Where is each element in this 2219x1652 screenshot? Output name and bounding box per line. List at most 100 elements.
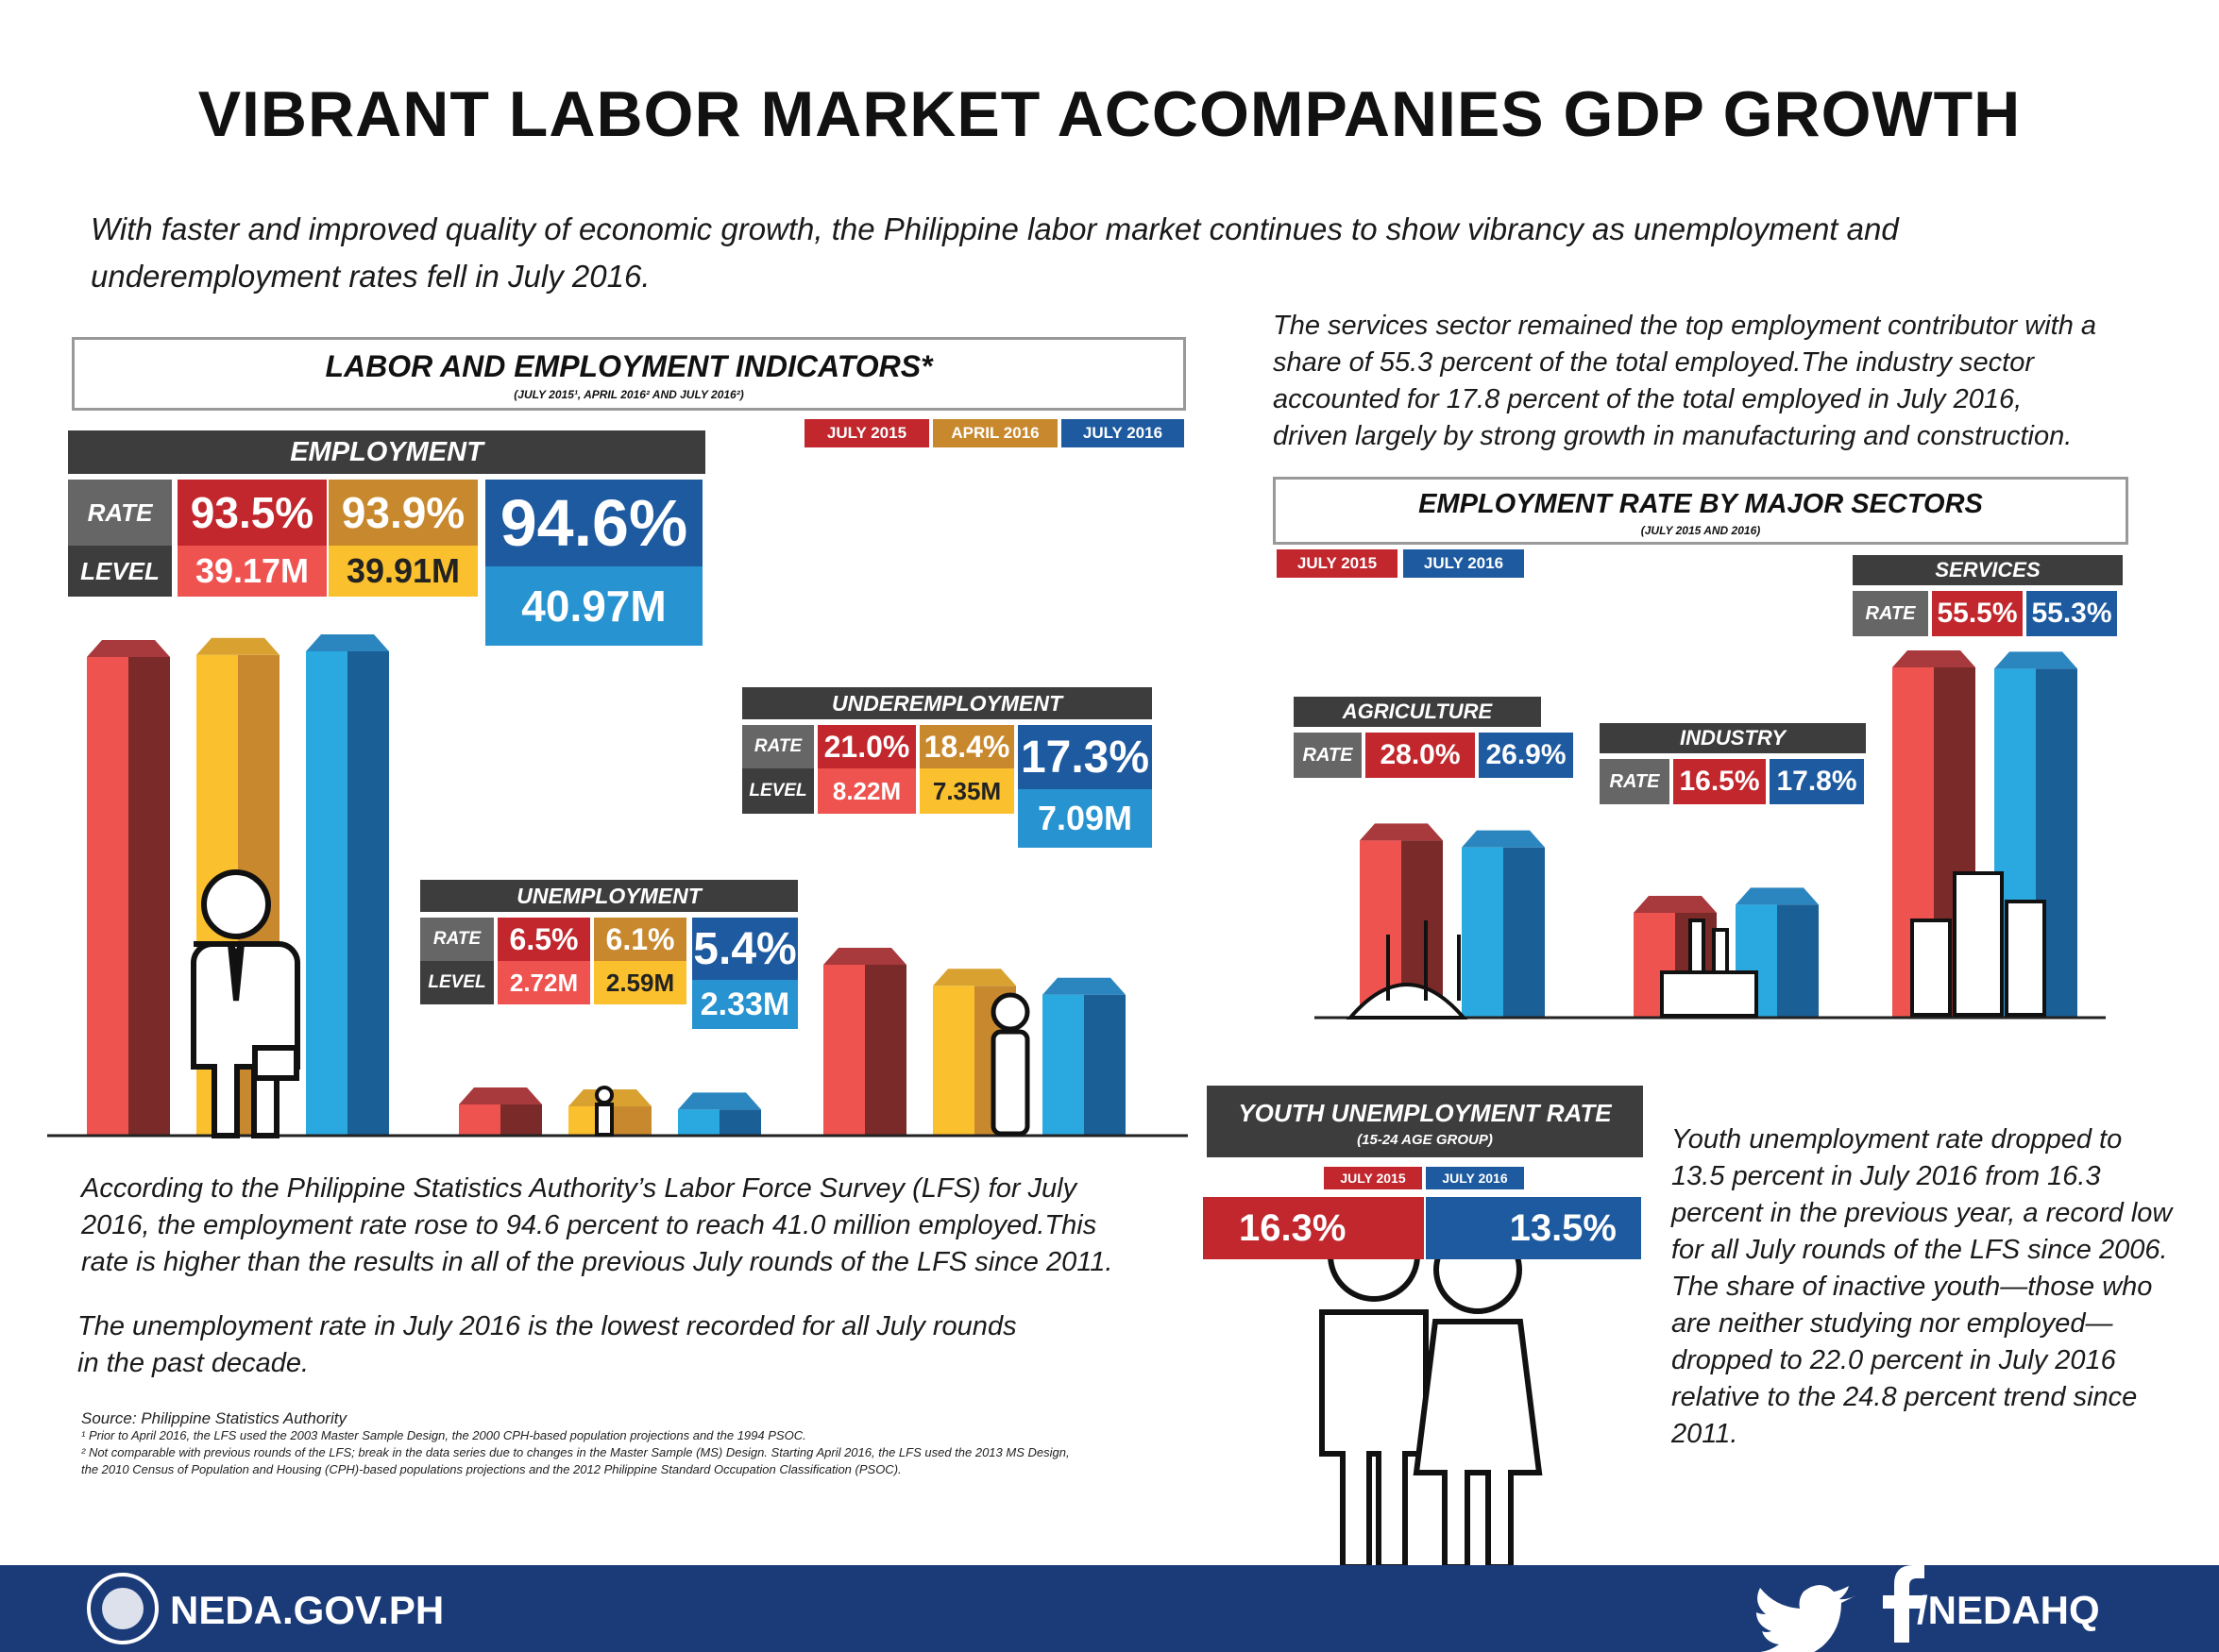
sectors-legend-july-2015: JULY 2015 [1277,549,1397,578]
youth-subtitle: (15-24 AGE GROUP) [1357,1132,1493,1148]
underemployment-level-jul2016: 7.09M [1018,789,1152,848]
lfs-text: According to the Philippine Statistics A… [81,1173,1113,1277]
services-rate-jul2016: 55.3% [2026,591,2117,636]
bar-agriculture-1 [1503,847,1545,1017]
underemployment-level-label: LEVEL [742,768,814,814]
employment-rate-jul2015: 93.5% [178,480,327,546]
bar-unemployment-0 [459,1087,542,1104]
underemployment-rate-label: RATE [742,725,814,768]
youth-header: YOUTH UNEMPLOYMENT RATE (15-24 AGE GROUP… [1207,1086,1643,1157]
bar-employment-0 [87,639,170,657]
bar-underemployment-1 [933,986,974,1135]
unemployment-level-jul2015: 2.72M [498,961,590,1004]
employment-rate-label: RATE [68,480,172,546]
legend-april-2016: APRIL 2016 [933,419,1058,447]
bar-employment-1 [196,637,279,655]
unemployment-text: The unemployment rate in July 2016 is th… [77,1311,1017,1378]
services-text: The services sector remained the top emp… [1273,311,2097,451]
unemployment-level-label: LEVEL [420,961,494,1004]
agriculture-rate-jul2015: 28.0% [1365,733,1475,778]
youth-rate-jul2016: 13.5% [1426,1197,1641,1259]
bar-underemployment-2 [1042,994,1084,1135]
intro-text: With faster and improved quality of econ… [91,211,1899,294]
unemployed-person-icon [595,1086,614,1137]
bar-agriculture-1 [1462,830,1545,848]
bar-employment-0 [87,656,128,1135]
unemployment-rate-apr2016: 6.1% [594,918,686,961]
footer-social-handle[interactable]: /NEDAHQ [1917,1588,2100,1632]
underemployed-worker-icon [991,992,1030,1137]
underemployment-level-jul2015: 8.22M [818,768,916,814]
bar-unemployment-1 [610,1105,652,1135]
bar-unemployment-2 [678,1092,761,1110]
unemployment-rate-jul2016: 5.4% [692,918,798,980]
youth-text: Youth unemployment rate dropped to 13.5 … [1671,1124,2173,1449]
unemployment-level-apr2016: 2.59M [594,961,686,1004]
bar-underemployment-2 [1042,977,1126,995]
underemployment-rate-apr2016: 18.4% [920,725,1014,768]
industry-rate-label: RATE [1600,759,1669,804]
employment-title: EMPLOYMENT [68,430,705,474]
agriculture-title: AGRICULTURE [1294,697,1541,727]
youth-rate-jul2015: 16.3% [1203,1197,1424,1259]
sectors-title: EMPLOYMENT RATE BY MAJOR SECTORS [1418,489,1983,519]
services-rate-label: RATE [1853,591,1928,636]
footer-website[interactable]: NEDA.GOV.PH [170,1588,445,1632]
services-title: SERVICES [1853,555,2123,585]
bar-industry-1 [1736,887,1819,905]
industry-rate-jul2015: 16.5% [1673,759,1766,804]
bar-underemployment-1 [933,969,1016,986]
footnote-1: ¹ Prior to April 2016, the LFS used the … [81,1428,806,1442]
underemployment-title: UNDEREMPLOYMENT [742,687,1152,719]
bar-industry-1 [1777,904,1819,1017]
employment-rate-jul2016: 94.6% [485,480,703,566]
bar-unemployment-2 [720,1109,761,1135]
bar-employment-2 [306,634,389,651]
youth-couple-icon [1319,1209,1543,1570]
bar-underemployment-0 [823,965,865,1135]
labor-indicators-header: LABOR AND EMPLOYMENT INDICATORS* (JULY 2… [72,337,1186,411]
bar-employment-0 [128,656,170,1135]
underemployment-rate-jul2016: 17.3% [1018,725,1152,789]
services-buildings-icon [1910,871,2046,1017]
bar-services-0 [1892,650,1975,667]
labor-indicators-subtitle: (JULY 2015¹, APRIL 2016² AND JULY 2016²) [514,388,744,401]
legend-july-2015: JULY 2015 [805,419,929,447]
bar-industry-0 [1634,896,1717,913]
employment-level-jul2015: 39.17M [178,546,327,597]
sectors-header: EMPLOYMENT RATE BY MAJOR SECTORS (JULY 2… [1273,477,2128,545]
bar-underemployment-2 [1084,994,1126,1135]
page-title: VIBRANT LABOR MARKET ACCOMPANIES GDP GRO… [197,78,2022,150]
youth-title: YOUTH UNEMPLOYMENT RATE [1238,1099,1612,1127]
bar-employment-2 [306,651,347,1135]
bar-agriculture-0 [1360,823,1443,841]
employment-level-apr2016: 39.91M [329,546,478,597]
employment-level-jul2016: 40.97M [485,566,703,646]
youth-legend-july-2016: JULY 2016 [1426,1167,1524,1189]
employment-level-label: LEVEL [68,546,172,597]
unemployment-rate-label: RATE [420,918,494,961]
labor-indicators-title: LABOR AND EMPLOYMENT INDICATORS* [325,349,933,383]
youth-legend-july-2015: JULY 2015 [1324,1167,1422,1189]
footnote-2: ² Not comparable with previous rounds of… [81,1445,1070,1476]
unemployment-level-jul2016: 2.33M [692,980,798,1029]
source-line: Source: Philippine Statistics Authority [81,1409,347,1427]
agriculture-rate-label: RATE [1294,733,1362,778]
underemployment-level-apr2016: 7.35M [920,768,1014,814]
agriculture-wheat-icon [1346,920,1468,1020]
bar-unemployment-0 [500,1104,542,1135]
services-rate-jul2015: 55.5% [1932,591,2023,636]
employed-worker-icon [191,869,300,1138]
sectors-subtitle: (JULY 2015 AND 2016) [1640,524,1761,537]
bar-unemployment-2 [678,1109,720,1135]
bar-employment-2 [347,651,389,1135]
industry-factory-icon [1660,919,1758,1018]
bar-underemployment-0 [865,965,906,1135]
underemployment-rate-jul2015: 21.0% [818,725,916,768]
source-notes: Source: Philippine Statistics Authority … [81,1410,1073,1478]
bar-agriculture-1 [1462,847,1503,1017]
legend-july-2016: JULY 2016 [1061,419,1184,447]
bar-services-1 [1994,651,2077,669]
sectors-legend-july-2016: JULY 2016 [1403,549,1524,578]
bar-unemployment-0 [459,1104,500,1135]
